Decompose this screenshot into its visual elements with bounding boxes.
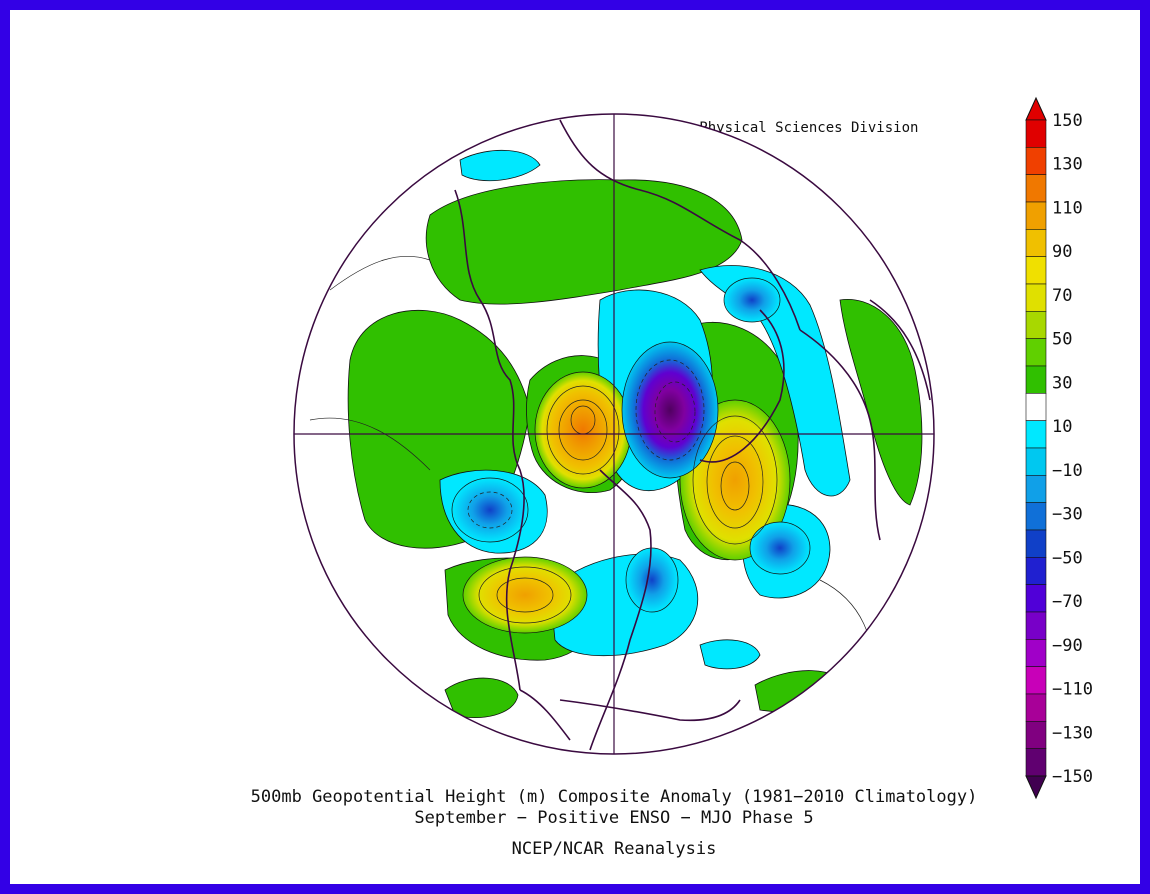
colorbar-tick-label: 150 xyxy=(1052,111,1083,131)
colorbar-max-arrow xyxy=(1025,96,1047,121)
colorbar-tick-label: 50 xyxy=(1052,330,1072,350)
colorbar-tick-label: 70 xyxy=(1052,286,1072,306)
colorbar-swatch xyxy=(1025,529,1047,558)
colorbar-swatch xyxy=(1025,338,1047,367)
colorbar-tick-label: −90 xyxy=(1052,636,1083,656)
colorbar-tick-label: −110 xyxy=(1052,680,1093,700)
figure-title-line2: September − Positive ENSO − MJO Phase 5 xyxy=(414,808,813,828)
data-source-text: NCEP/NCAR Reanalysis xyxy=(512,839,717,859)
anomaly-cores xyxy=(451,277,811,634)
colorbar-tick-label: 130 xyxy=(1052,155,1083,175)
colorbar-swatch xyxy=(1025,420,1047,449)
colorbar-swatch xyxy=(1025,365,1047,394)
colorbar-tick-label: 90 xyxy=(1052,242,1072,262)
colorbar-swatch xyxy=(1025,283,1047,312)
graticule xyxy=(294,114,934,754)
colorbar-tick-label: 10 xyxy=(1052,417,1072,437)
colorbar-tick-label: −70 xyxy=(1052,592,1083,612)
colorbar-swatch xyxy=(1025,584,1047,613)
colorbar-swatch xyxy=(1025,256,1047,285)
colorbar-swatch xyxy=(1025,447,1047,476)
colorbar-swatch xyxy=(1025,748,1047,777)
colorbar-tick-label: −10 xyxy=(1052,461,1083,481)
colorbar: 150 130 110 90 70 50 30 10 −10 −30 −50 −70 −90 −110 −1… xyxy=(1025,96,1093,800)
polar-map xyxy=(294,114,934,754)
colorbar-swatch xyxy=(1025,475,1047,503)
colorbar-swatch xyxy=(1025,693,1047,722)
colorbar-min-arrow xyxy=(1025,775,1047,800)
colorbar-swatch xyxy=(1025,229,1047,257)
colorbar-swatch xyxy=(1025,666,1047,695)
colorbar-swatch xyxy=(1025,174,1047,203)
colorbar-swatch xyxy=(1025,311,1047,339)
figure-title-line1: 500mb Geopotential Height (m) Composite … xyxy=(251,787,978,807)
map-boundary xyxy=(293,113,935,755)
colorbar-tick-label: 30 xyxy=(1052,373,1072,393)
colorbar-tick-label: −130 xyxy=(1052,723,1093,743)
colorbar-swatch xyxy=(1025,119,1047,148)
colorbar-swatch xyxy=(1025,721,1047,749)
colorbar-swatch xyxy=(1025,147,1047,175)
colorbar-swatch xyxy=(1025,201,1047,230)
colorbar-swatch xyxy=(1025,639,1047,667)
colorbar-swatch xyxy=(1025,611,1047,640)
colorbar-swatch xyxy=(1025,393,1047,421)
colorbar-swatch xyxy=(1025,502,1047,531)
colorbar-tick-label: −50 xyxy=(1052,548,1083,568)
colorbar-swatch xyxy=(1025,557,1047,585)
colorbar-tick-label: 110 xyxy=(1052,198,1083,218)
colorbar-tick-label: −30 xyxy=(1052,505,1083,525)
colorbar-tick-label: −150 xyxy=(1052,767,1093,787)
